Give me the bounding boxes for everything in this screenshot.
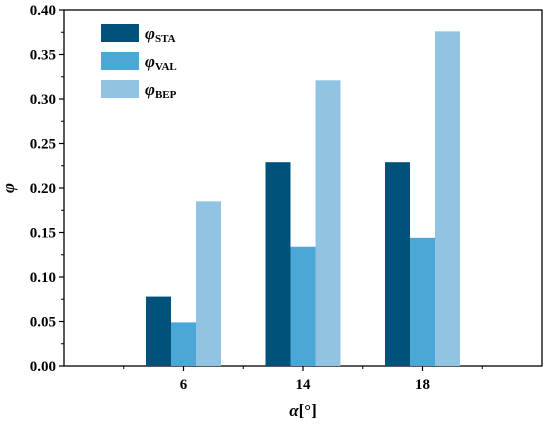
y-tick-label: 0.20	[30, 181, 56, 197]
bar-sta-14	[265, 162, 291, 366]
legend-label-val: φVAL	[145, 52, 177, 73]
x-axis-ticks: 6 14 18	[123, 366, 483, 393]
bar-series	[146, 31, 460, 367]
y-axis-ticks: 0.00 0.05 0.10 0.15 0.20 0.25 0.30 0.35 0.40	[30, 3, 64, 375]
legend-swatch-val	[101, 52, 139, 70]
x-tick-label: 14	[296, 377, 312, 393]
legend: φSTA φVAL φBEP	[101, 24, 177, 101]
legend-label-bep: φBEP	[145, 80, 177, 101]
bar-bep-14	[315, 80, 341, 366]
y-tick-label: 0.25	[30, 137, 56, 153]
y-tick-label: 0.05	[30, 315, 56, 331]
x-tick-label: 6	[180, 377, 188, 393]
bar-val-18	[410, 237, 435, 366]
y-tick-label: 0.10	[30, 270, 56, 286]
legend-swatch-bep	[101, 80, 139, 98]
legend-label-sta: φSTA	[145, 24, 176, 45]
bar-val-6	[171, 322, 196, 366]
x-axis-label: α[°]	[289, 401, 317, 420]
y-tick-label: 0.30	[30, 92, 56, 108]
bar-val-14	[290, 246, 316, 366]
legend-swatch-sta	[101, 24, 139, 42]
x-tick-label: 18	[415, 377, 430, 393]
bar-sta-18	[385, 162, 410, 366]
bar-sta-6	[146, 296, 171, 366]
x-axis-label-symbol: α	[289, 401, 299, 420]
x-axis-label-unit: [°]	[299, 401, 317, 420]
y-tick-label: 0.15	[30, 226, 56, 242]
y-tick-label: 0.40	[30, 3, 56, 19]
bar-bep-6	[196, 201, 221, 366]
y-tick-label: 0.00	[30, 359, 56, 375]
y-axis-label: φ	[0, 183, 18, 193]
bar-bep-18	[435, 31, 460, 367]
y-tick-label: 0.35	[30, 48, 56, 64]
